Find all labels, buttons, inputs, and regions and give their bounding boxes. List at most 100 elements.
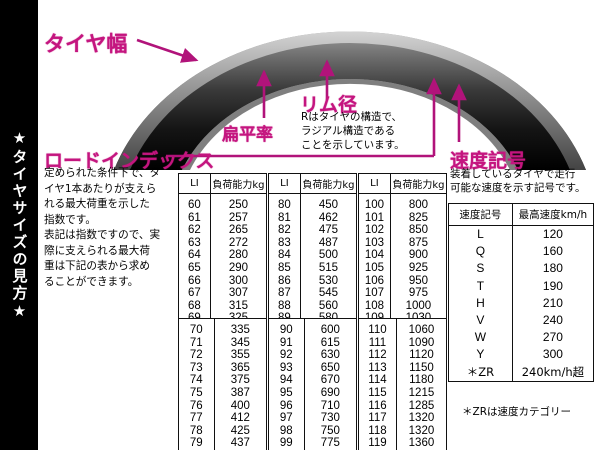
li-value: 91 <box>269 336 305 350</box>
load-capacity-value: 775 <box>320 437 340 450</box>
li-value: 116 <box>359 399 397 413</box>
load-capacity-value: 500 <box>318 249 338 262</box>
table-row: 91 615 <box>269 336 356 350</box>
speed-symbol-value: T <box>449 277 513 295</box>
li-table-group-6: 110 1060 111 1090 112 1120 113 1150 114 1180 115 12… <box>358 318 447 450</box>
load-capacity-value: 355 <box>230 349 250 362</box>
load-capacity-value: 1180 <box>409 374 434 387</box>
load-capacity-value: 307 <box>228 287 248 300</box>
max-speed-value: 240km/h超 <box>521 364 585 379</box>
table-spacer <box>269 319 356 324</box>
table-row: 77 412 <box>179 412 266 425</box>
li-value: 105 <box>359 261 391 275</box>
table-row: 71 345 <box>179 336 266 350</box>
li-value: 93 <box>269 361 305 375</box>
sidebar-vertical-title: ★タイヤサイズの見方★ <box>10 128 29 322</box>
load-capacity-value: 650 <box>320 361 340 374</box>
load-capacity-value: 515 <box>318 261 338 274</box>
table-row: Y 300 <box>449 346 593 364</box>
li-value: 94 <box>269 374 305 387</box>
max-speed-value: 270 <box>542 330 563 345</box>
li-value: 77 <box>179 412 215 425</box>
li-value: 71 <box>179 336 215 350</box>
li-value: 88 <box>269 299 301 313</box>
load-capacity-value: 487 <box>318 236 338 249</box>
li-value: 106 <box>359 274 391 288</box>
table-row: 74 375 <box>179 374 266 387</box>
li-value: 100 <box>359 199 391 212</box>
li-value: 99 <box>269 437 305 450</box>
table-row: 63 272 <box>179 236 266 250</box>
table-row: 117 1320 <box>359 412 446 425</box>
load-capacity-value: 825 <box>408 211 428 224</box>
load-capacity-value: 1360 <box>408 437 435 450</box>
table-row: 70 335 <box>179 324 266 337</box>
load-capacity-value: 750 <box>320 424 340 437</box>
speed-symbol-value: V <box>449 312 513 330</box>
table-row: 82 475 <box>269 224 356 237</box>
table-row: 98 750 <box>269 424 356 438</box>
max-speed-value: 180 <box>542 261 563 276</box>
table-row: 95 690 <box>269 386 356 400</box>
table-row: W 270 <box>449 329 593 347</box>
load-capacity-value: 365 <box>230 361 250 374</box>
rim-diameter-note: Rはタイヤの構造で、 ラジアル構造である ことを示しています。 <box>301 111 405 151</box>
li-value: 61 <box>179 211 211 225</box>
load-capacity-value: 630 <box>320 349 340 362</box>
li-value: 86 <box>269 274 301 288</box>
table: LI 負荷能力kg 60 250 61 257 62 265 63 272 64 280 65 290 66… <box>179 174 266 330</box>
load-capacity-value: 1150 <box>409 361 434 374</box>
table-row: H 210 <box>449 294 593 313</box>
li-table-group-4: 70 335 71 345 72 355 73 365 74 375 75 387 76 400 77 412… <box>178 318 267 450</box>
load-capacity-value: 1000 <box>405 299 432 312</box>
li-value: 111 <box>359 336 397 350</box>
tire-arc-graphic <box>114 0 586 171</box>
table-spacer <box>269 193 356 199</box>
table: LI 負荷能力kg 80 450 81 462 82 475 83 487 84 500 85 515 86… <box>269 174 356 330</box>
max-speed-value: 210 <box>542 295 563 310</box>
li-table-group-2: LI 負荷能力kg 80 450 81 462 82 475 83 487 84 500 85 515 86… <box>268 173 357 331</box>
li-value: 81 <box>269 211 301 225</box>
li-value: 74 <box>179 374 215 387</box>
table-row: 83 487 <box>269 236 356 250</box>
max-speed-col-header: 最高速度km/h <box>512 204 593 226</box>
table-row: L 120 <box>449 225 593 244</box>
load-col-header: 負荷能力kg <box>390 174 446 194</box>
table-row: 62 265 <box>179 224 266 237</box>
li-value: 95 <box>269 386 305 400</box>
load-capacity-value: 710 <box>320 399 340 412</box>
load-capacity-value: 800 <box>408 199 428 211</box>
callout-rim-diameter-label: リム径 <box>300 94 358 116</box>
load-capacity-value: 1285 <box>408 399 435 412</box>
li-value: 80 <box>269 199 301 212</box>
table: 速度記号 最高速度km/h L 120 Q 160 S 180 T 190 H 210 V 240 W 2… <box>449 204 593 381</box>
li-value: 62 <box>179 224 211 237</box>
li-value: 64 <box>179 249 211 262</box>
load-capacity-value: 400 <box>230 399 250 412</box>
speed-symbol-value: H <box>449 294 513 313</box>
table-spacer <box>179 193 266 199</box>
li-value: 117 <box>359 412 397 425</box>
li-table-group-1: LI 負荷能力kg 60 250 61 257 62 265 63 272 64 280 65 290 66… <box>178 173 267 331</box>
li-value: 68 <box>179 299 211 313</box>
table-row: Q 160 <box>449 243 593 261</box>
table-row: V 240 <box>449 312 593 330</box>
table-row: 113 1150 <box>359 361 446 375</box>
table-row: 107 975 <box>359 287 446 300</box>
load-capacity-value: 1320 <box>408 412 435 425</box>
li-value: 78 <box>179 424 215 438</box>
table-row: ＊ZR 240km/h超 <box>449 363 593 381</box>
speed-symbol-value: Q <box>449 243 513 261</box>
load-capacity-value: 265 <box>228 224 248 237</box>
li-value: 110 <box>359 324 397 337</box>
load-capacity-value: 425 <box>230 424 250 437</box>
speed-table-footnote: ＊ZRは速度カテゴリー <box>462 406 571 418</box>
li-table-group-3: LI 負荷能力kg 100 800 101 825 102 850 103 875 104 900 10… <box>358 173 447 331</box>
li-value: 66 <box>179 274 211 288</box>
li-value: 79 <box>179 437 215 450</box>
load-capacity-value: 950 <box>408 274 428 287</box>
li-value: 104 <box>359 249 391 262</box>
li-value: 96 <box>269 399 305 413</box>
table-row: 119 1360 <box>359 437 446 450</box>
table-row: 112 1120 <box>359 349 446 362</box>
